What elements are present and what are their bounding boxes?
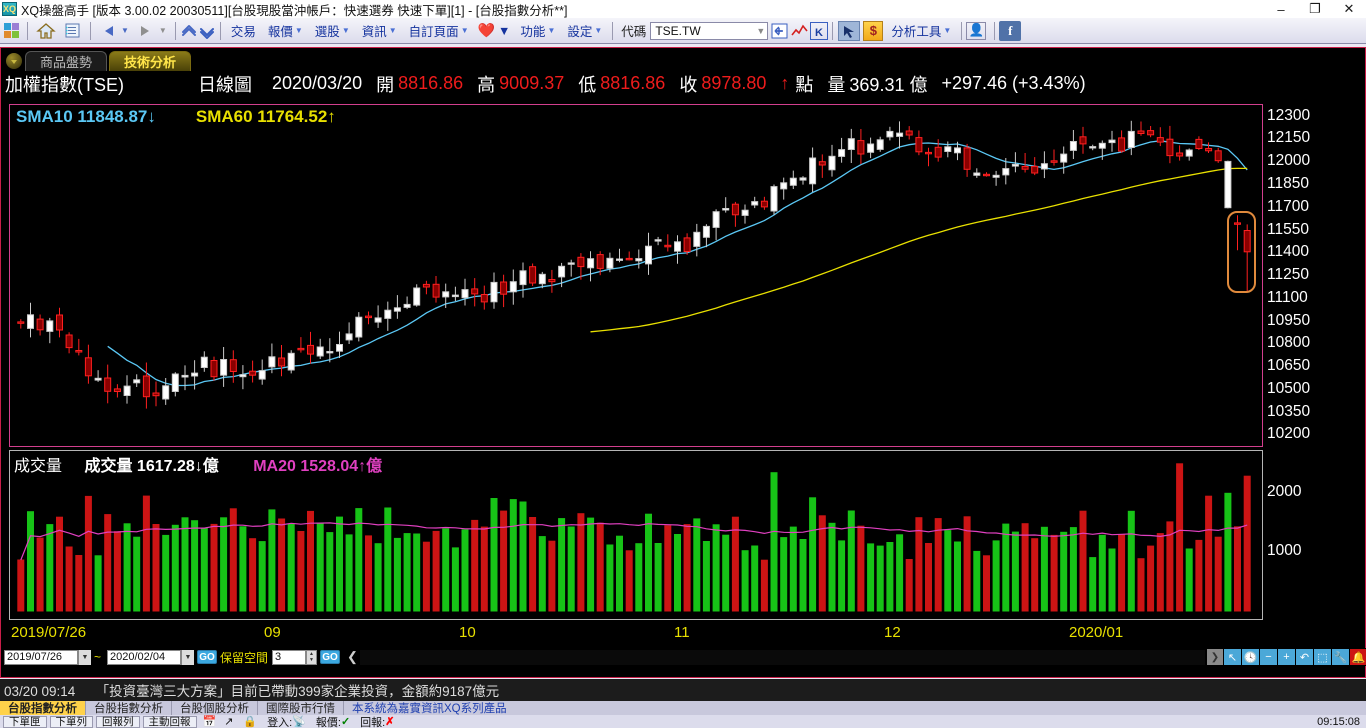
svg-text:K: K	[815, 27, 823, 39]
